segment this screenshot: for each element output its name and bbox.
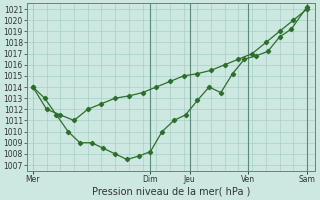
X-axis label: Pression niveau de la mer( hPa ): Pression niveau de la mer( hPa ) (92, 187, 250, 197)
